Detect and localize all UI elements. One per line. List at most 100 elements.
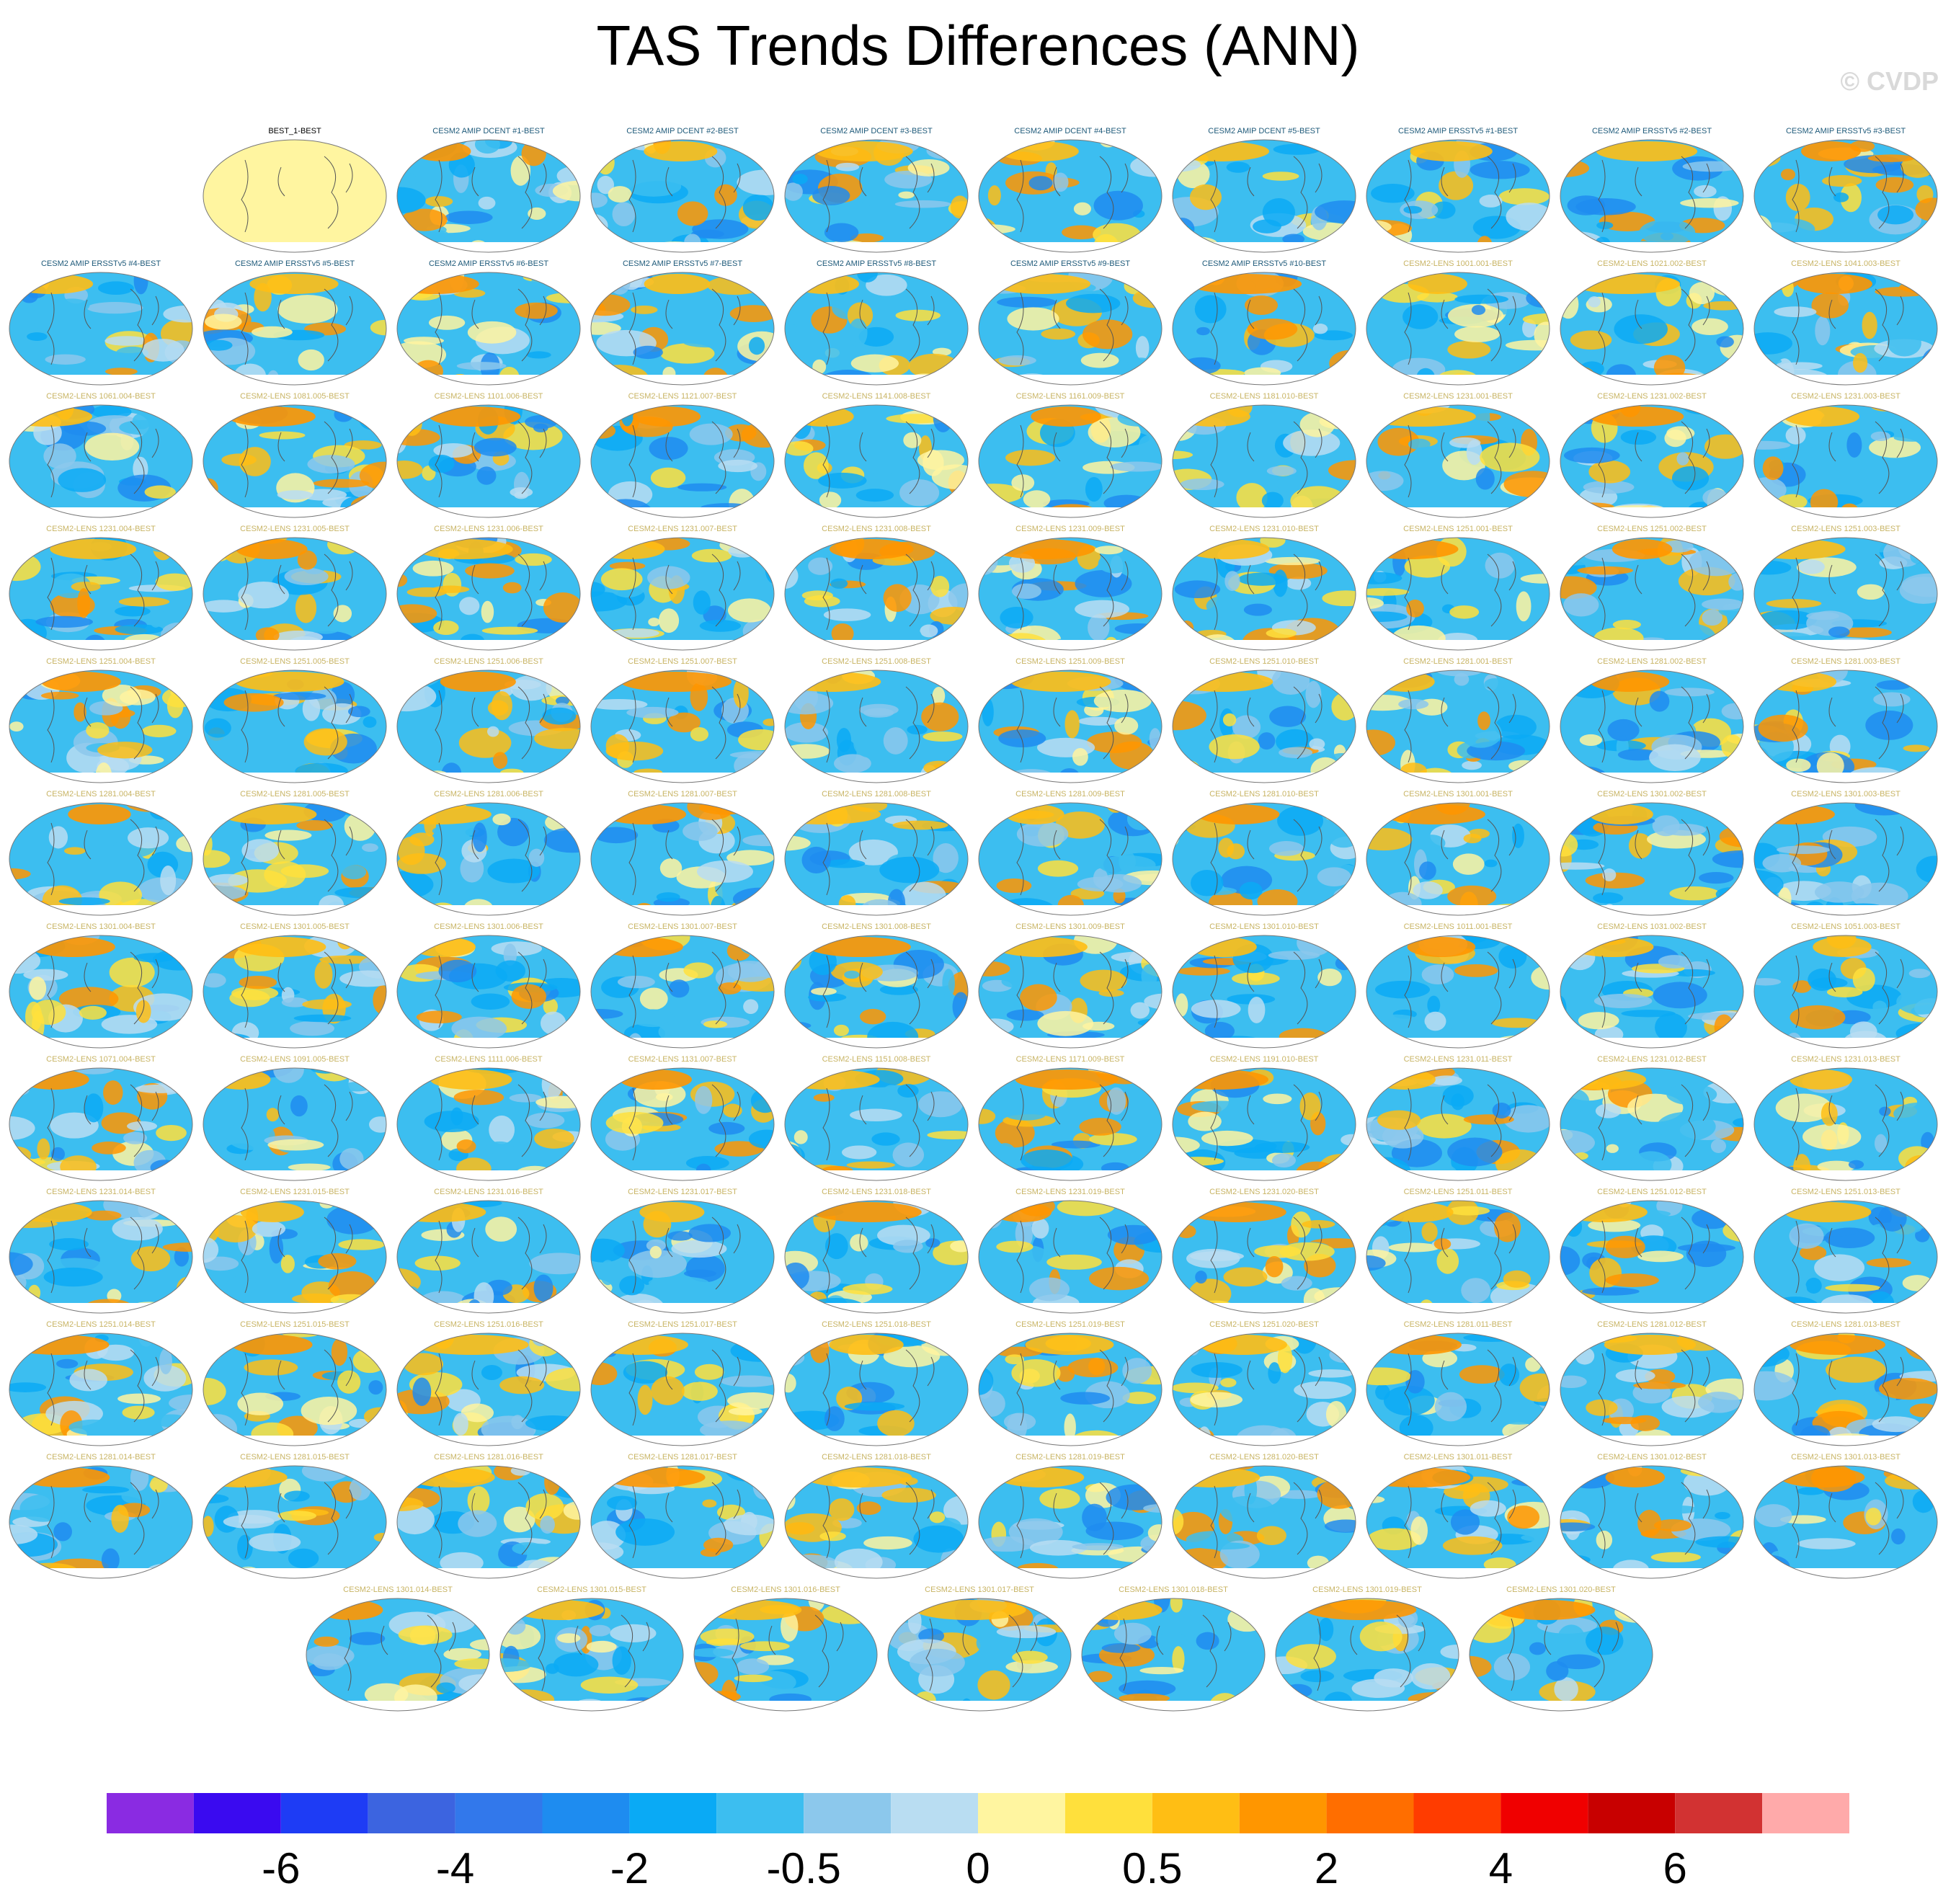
panel-title: CESM2-LENS 1091.005-BEST xyxy=(240,1055,350,1064)
panel-title: CESM2-LENS 1301.003-BEST xyxy=(1791,790,1901,798)
map-panel xyxy=(1275,1598,1459,1712)
panel-title: CESM2-LENS 1281.017-BEST xyxy=(628,1453,737,1462)
map-panel xyxy=(396,404,581,518)
panel-title: CESM2-LENS 1301.014-BEST xyxy=(343,1585,453,1594)
map-panel xyxy=(1753,272,1938,386)
panel-title: CESM2-LENS 1301.016-BEST xyxy=(731,1585,840,1594)
panel-title: CESM2-LENS 1231.006-BEST xyxy=(434,525,543,533)
colorbar-tick-label: 6 xyxy=(1663,1844,1687,1892)
panel-title: CESM2-LENS 1281.010-BEST xyxy=(1209,790,1319,798)
map-panel xyxy=(1366,669,1550,783)
panel-title: CESM2-LENS 1051.003-BEST xyxy=(1791,922,1901,931)
map-panel xyxy=(1366,1200,1550,1314)
map-panel xyxy=(306,1598,490,1712)
colorbar-bin xyxy=(193,1793,281,1833)
map-panel xyxy=(1753,139,1938,253)
panel-title: CESM2-LENS 1111.006-BEST xyxy=(435,1055,543,1064)
panel-title: CESM2-LENS 1301.012-BEST xyxy=(1597,1453,1707,1462)
panel-title: CESM2-LENS 1191.010-BEST xyxy=(1209,1055,1319,1064)
panel-title: CESM2-LENS 1231.009-BEST xyxy=(1015,525,1125,533)
map-panel xyxy=(9,935,193,1049)
panel-title: CESM2 AMIP ERSSTv5 #10-BEST xyxy=(1201,259,1327,268)
panel-title: CESM2-LENS 1251.020-BEST xyxy=(1209,1320,1319,1329)
map-panel xyxy=(1366,1465,1550,1579)
panel-title: CESM2-LENS 1161.009-BEST xyxy=(1015,392,1125,401)
map-panel xyxy=(590,139,775,253)
map-panel xyxy=(978,802,1163,916)
panel-title: CESM2-LENS 1231.008-BEST xyxy=(822,525,931,533)
map-panel-grid: BEST_1-BEST CESM2 AMIP DCENT #1-BEST CESM2… xyxy=(9,127,1938,1712)
map-panel xyxy=(590,1200,775,1314)
panel-title: CESM2-LENS 1281.004-BEST xyxy=(46,790,156,798)
panel-title: CESM2-LENS 1281.014-BEST xyxy=(46,1453,156,1462)
map-panel xyxy=(784,669,969,783)
map-panel xyxy=(978,404,1163,518)
map-panel xyxy=(396,935,581,1049)
map-panel xyxy=(1560,1067,1744,1181)
map-panel xyxy=(396,537,581,651)
panel-title: CESM2 AMIP DCENT #3-BEST xyxy=(820,127,933,135)
panel-title: CESM2 AMIP ERSSTv5 #5-BEST xyxy=(234,259,355,268)
map-panel xyxy=(1753,1200,1938,1314)
panel-title: CESM2-LENS 1041.003-BEST xyxy=(1791,259,1901,268)
map-panel xyxy=(9,537,193,651)
map-panel xyxy=(784,802,969,916)
panel-title: CESM2-LENS 1031.002-BEST xyxy=(1597,922,1707,931)
map-panel xyxy=(1172,272,1356,386)
panel-title: CESM2-LENS 1281.001-BEST xyxy=(1403,657,1513,666)
map-panel xyxy=(590,935,775,1049)
panel-title: CESM2-LENS 1281.009-BEST xyxy=(1015,790,1125,798)
map-panel xyxy=(1366,139,1550,253)
panel-title: CESM2-LENS 1231.015-BEST xyxy=(240,1188,350,1196)
panel-title: CESM2-LENS 1281.002-BEST xyxy=(1597,657,1707,666)
panel-title: CESM2-LENS 1231.019-BEST xyxy=(1015,1188,1125,1196)
map-panel xyxy=(203,139,387,253)
map-panel xyxy=(1753,669,1938,783)
panel-title: CESM2-LENS 1251.012-BEST xyxy=(1597,1188,1707,1196)
panel-title: CESM2-LENS 1251.001-BEST xyxy=(1403,525,1513,533)
map-panel xyxy=(1172,404,1356,518)
panel-title: CESM2-LENS 1251.016-BEST xyxy=(434,1320,543,1329)
map-panel xyxy=(203,802,387,916)
panel-title: CESM2 AMIP ERSSTv5 #2-BEST xyxy=(1591,127,1712,135)
map-panel xyxy=(1172,1465,1356,1579)
panel-title: CESM2-LENS 1231.014-BEST xyxy=(46,1188,156,1196)
colorbar-bin xyxy=(1413,1793,1501,1833)
panel-title: CESM2-LENS 1251.010-BEST xyxy=(1209,657,1319,666)
panel-title: CESM2-LENS 1021.002-BEST xyxy=(1597,259,1707,268)
colorbar-bin xyxy=(1501,1793,1588,1833)
panel-title: CESM2-LENS 1101.006-BEST xyxy=(434,392,543,401)
colorbar-bin xyxy=(978,1793,1065,1833)
panel-title: CESM2-LENS 1301.002-BEST xyxy=(1597,790,1707,798)
panel-title: CESM2-LENS 1301.007-BEST xyxy=(628,922,737,931)
map-panel xyxy=(9,1067,193,1181)
map-panel xyxy=(1753,537,1938,651)
panel-title: CESM2 AMIP ERSSTv5 #1-BEST xyxy=(1397,127,1519,135)
colorbar-bin xyxy=(1152,1793,1240,1833)
map-panel xyxy=(590,537,775,651)
map-panel xyxy=(590,1333,775,1446)
panel-title: CESM2-LENS 1061.004-BEST xyxy=(46,392,156,401)
map-panel xyxy=(978,1200,1163,1314)
panel-title: CESM2-LENS 1281.013-BEST xyxy=(1791,1320,1901,1329)
map-panel xyxy=(978,935,1163,1049)
colorbar-bin xyxy=(629,1793,717,1833)
map-panel xyxy=(1366,1333,1550,1446)
panel-title: CESM2-LENS 1301.009-BEST xyxy=(1015,922,1125,931)
map-panel xyxy=(1560,669,1744,783)
map-panel xyxy=(1366,272,1550,386)
map-panel xyxy=(1560,802,1744,916)
map-panel xyxy=(396,1200,581,1314)
panel-title: CESM2 AMIP DCENT #4-BEST xyxy=(1014,127,1126,135)
map-panel xyxy=(590,1067,775,1181)
colorbar-bin xyxy=(1762,1793,1849,1833)
map-panel xyxy=(1560,935,1744,1049)
panel-title: CESM2-LENS 1281.012-BEST xyxy=(1597,1320,1707,1329)
panel-title: CESM2-LENS 1231.012-BEST xyxy=(1597,1055,1707,1064)
panel-title: CESM2-LENS 1301.001-BEST xyxy=(1403,790,1513,798)
map-panel xyxy=(396,1067,581,1181)
colorbar-bin xyxy=(280,1793,368,1833)
map-panel xyxy=(1753,1333,1938,1446)
panel-title: CESM2-LENS 1301.020-BEST xyxy=(1506,1585,1616,1594)
map-panel xyxy=(978,1067,1163,1181)
